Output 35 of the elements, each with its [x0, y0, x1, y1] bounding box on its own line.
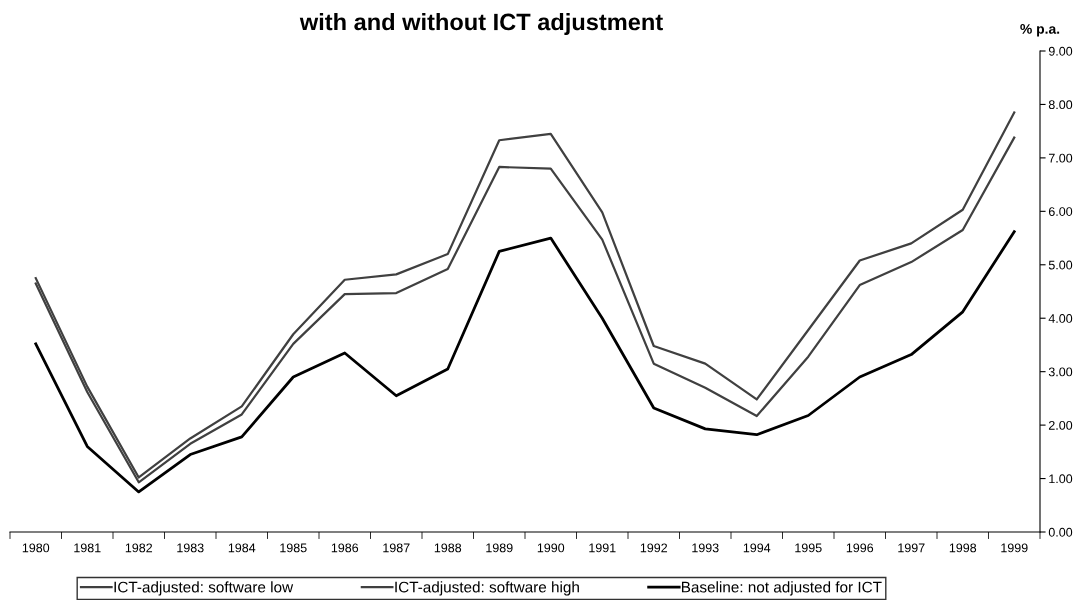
y-tick-label: 7.00: [1048, 153, 1073, 163]
y-tick-label: 6.00: [1048, 207, 1073, 216]
x-tick-label: 1982: [125, 543, 153, 553]
x-tick-label: 1993: [692, 543, 719, 553]
y-tick-label: 5.00: [1048, 260, 1073, 270]
chart-title: with and without ICT adjustment: [299, 13, 663, 35]
legend-label: ICT-adjusted: software high: [395, 581, 579, 596]
x-tick-label: 1985: [280, 543, 307, 553]
y-tick-label: 0.00: [1048, 527, 1073, 537]
y-tick-label: 9.00: [1048, 46, 1073, 56]
legend-label: Baseline: not adjusted for ICT: [681, 581, 882, 596]
x-tick-label: 1989: [486, 543, 513, 553]
y-tick-label: 8.00: [1048, 100, 1073, 110]
x-tick-label: 1992: [640, 543, 668, 553]
x-tick-label: 1987: [383, 543, 410, 553]
x-tick-label: 1983: [177, 543, 204, 553]
x-tick-label: 1998: [949, 543, 977, 553]
x-tick-label: 1988: [434, 543, 462, 553]
x-tick-label: 1997: [898, 543, 925, 553]
x-tick-label: 1984: [228, 543, 256, 553]
x-tick-label: 1981: [74, 543, 101, 553]
x-tick-label: 1990: [537, 543, 565, 553]
y-axis-title: % p.a.: [1020, 24, 1060, 37]
x-tick-label: 1995: [795, 543, 822, 553]
y-tick-label: 4.00: [1048, 314, 1073, 323]
legend-label: ICT-adjusted: software low: [114, 581, 294, 596]
x-tick-label: 1996: [846, 543, 874, 553]
x-tick-label: 1999: [1001, 543, 1028, 553]
y-tick-label: 3.00: [1048, 367, 1073, 377]
y-tick-label: 1.00: [1049, 474, 1073, 484]
x-tick-label: 1980: [22, 543, 50, 553]
x-tick-label: 1991: [589, 543, 616, 553]
x-tick-label: 1986: [331, 543, 359, 553]
x-tick-label: 1994: [743, 543, 771, 553]
y-tick-label: 2.00: [1048, 420, 1073, 430]
